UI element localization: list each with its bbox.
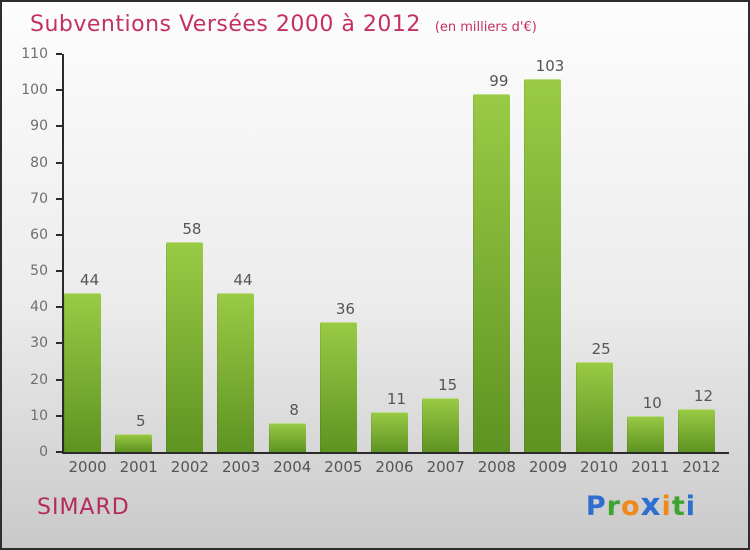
bar-2006	[370, 412, 408, 452]
y-tick-mark	[56, 451, 62, 453]
logo-letter-x: x	[640, 487, 662, 523]
y-tick-label: 110	[21, 46, 48, 62]
x-tick-label: 2005	[324, 458, 363, 476]
bar-value-label: 58	[182, 220, 202, 239]
y-tick-label: 50	[30, 263, 48, 280]
bar-value-label: 15	[438, 375, 458, 394]
x-tick-label: 2009	[528, 458, 568, 476]
x-tick-label: 2007	[426, 458, 465, 476]
logo-letter-i: i	[661, 491, 672, 522]
x-tick-label: 2008	[477, 458, 516, 476]
bar-slot-2004: 8	[268, 54, 320, 452]
bar-value-label: 103	[535, 57, 565, 76]
y-tick-mark	[56, 233, 62, 236]
bar-2000	[64, 292, 101, 452]
y-tick-mark	[56, 125, 62, 128]
bar-value-label: 25	[591, 339, 611, 358]
logo-letter-r: r	[606, 491, 621, 522]
y-tick-mark	[56, 161, 62, 164]
bar-2002	[166, 242, 204, 452]
x-tick-label: 2000	[68, 458, 107, 476]
x-tick-label: 2004	[273, 458, 312, 476]
bar-slot-2008: 99	[473, 54, 524, 452]
bar-value-label: 99	[489, 71, 509, 90]
x-tick-label: 2002	[170, 458, 209, 476]
y-tick-label: 10	[30, 407, 48, 424]
chart-subtitle: (en milliers d'€)	[434, 20, 537, 35]
logo-letter-i: i	[685, 491, 696, 522]
y-tick-label: 60	[30, 226, 48, 243]
bar-2012	[677, 408, 715, 452]
y-tick-label: 40	[30, 299, 48, 316]
x-tick-label: 2012	[682, 458, 721, 476]
bar-value-label: 10	[642, 393, 662, 412]
bar-slot-2007: 15	[422, 54, 473, 452]
bar-value-label: 5	[135, 411, 146, 430]
bar-value-label: 36	[335, 299, 355, 318]
plot-area: 44 5 58 44 8 36 11 15 99 103 25 10 12	[62, 54, 729, 454]
y-tick-mark	[56, 89, 62, 92]
bar-slot-2000: 44	[64, 54, 115, 452]
y-tick-label: 30	[30, 335, 48, 352]
y-tick-label: 70	[30, 190, 48, 207]
bar-slot-2011: 10	[626, 54, 678, 452]
y-tick-label: 100	[21, 82, 48, 99]
bar-value-label: 12	[693, 386, 713, 405]
bar-slot-2003: 44	[217, 54, 268, 452]
bar-slot-2005: 36	[319, 54, 371, 452]
bar-slot-2006: 11	[370, 54, 422, 452]
y-tick-label: 20	[30, 371, 48, 388]
bar-2007	[422, 397, 460, 452]
bar-slot-2012: 12	[677, 54, 729, 452]
bar-2009	[524, 79, 562, 452]
y-tick-mark	[56, 270, 62, 273]
bar-2003	[217, 292, 255, 452]
y-tick-mark	[56, 306, 62, 309]
bar-2008	[473, 93, 511, 452]
y-tick-mark	[56, 414, 62, 417]
bar-value-label: 11	[386, 390, 407, 409]
bar-slot-2001: 5	[115, 54, 166, 452]
bar-slot-2002: 58	[166, 54, 217, 452]
x-tick-label: 2011	[631, 458, 670, 476]
logo-letter-o: o	[620, 491, 641, 522]
footer-brand: SIMARD	[37, 495, 130, 520]
bar-2010	[575, 361, 613, 452]
x-tick-label: 2001	[119, 458, 158, 476]
bar-2004	[268, 423, 306, 452]
y-tick-mark	[56, 378, 62, 381]
bar-value-label: 8	[289, 401, 299, 420]
chart-header: Subventions Versées 2000 à 2012 (en mill…	[30, 12, 537, 37]
bar-value-label: 44	[233, 270, 253, 289]
y-tick-mark	[56, 197, 62, 200]
bar-slot-2009: 103	[524, 54, 575, 452]
bar-2001	[115, 433, 153, 452]
bar-2005	[319, 321, 357, 452]
bars-container: 44 5 58 44 8 36 11 15 99 103 25 10 12	[64, 54, 729, 452]
x-axis-labels: 2000 2001 2002 2003 2004 2005 2006 2007 2008 2009…	[62, 458, 727, 476]
bar-slot-2010: 25	[575, 54, 627, 452]
y-tick-label: 0	[39, 444, 48, 460]
x-tick-label: 2003	[221, 458, 261, 476]
y-tick-label: 80	[30, 154, 48, 171]
chart-title: Subventions Versées 2000 à 2012	[30, 12, 421, 37]
bar-value-label: 44	[80, 270, 100, 289]
x-tick-label: 2010	[580, 458, 619, 476]
logo-letter-t: t	[671, 491, 686, 522]
logo-letter-P: P	[585, 491, 607, 522]
y-tick-mark	[56, 342, 62, 345]
bar-2011	[626, 415, 664, 452]
x-tick-label: 2006	[375, 458, 414, 476]
y-axis: 0 10 20 30 40 50 60 70 80 90 100 110	[2, 46, 62, 460]
y-tick-mark	[56, 53, 62, 55]
y-tick-label: 90	[30, 118, 48, 135]
